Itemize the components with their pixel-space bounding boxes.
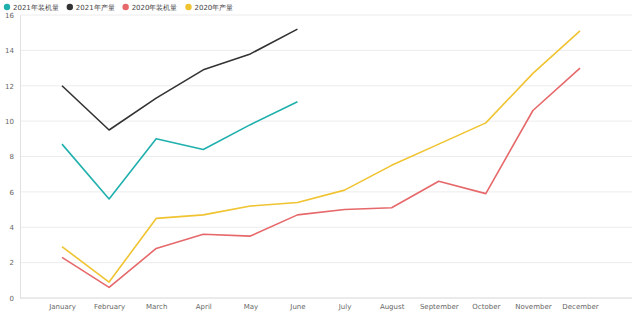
grid-line	[20, 262, 632, 263]
y-tick: 0	[10, 295, 20, 303]
y-tick: 10	[5, 118, 20, 126]
y-axis: 0 2 4 6 8 10 12 14 16	[5, 12, 20, 303]
x-tick: November	[515, 298, 552, 311]
x-tick: January	[48, 298, 76, 311]
x-tick-label: September	[420, 303, 459, 311]
x-tick: September	[420, 298, 459, 311]
grid-line	[20, 121, 632, 122]
x-tick-label: April	[196, 303, 212, 311]
x-tick: June	[289, 298, 305, 311]
legend-marker	[67, 4, 73, 10]
legend-item: 2021年产量	[67, 4, 115, 12]
x-tick: April	[196, 298, 212, 311]
legend-label: 2020年装机量	[132, 4, 178, 12]
y-tick: 4	[10, 224, 20, 232]
x-tick: February	[94, 298, 125, 311]
x-tick-label: October	[472, 303, 500, 311]
grid-line	[20, 298, 632, 299]
y-tick-label: 16	[5, 12, 14, 20]
legend-item: 2020年装机量	[122, 4, 177, 12]
series-line	[62, 102, 297, 199]
x-tick-label: August	[380, 303, 405, 311]
series-line	[62, 68, 580, 287]
x-tick-label: May	[244, 303, 258, 311]
x-axis-line	[20, 298, 632, 299]
grid	[20, 15, 632, 298]
y-tick-label: 10	[5, 118, 14, 126]
x-tick-label: June	[289, 303, 305, 311]
y-tick-label: 2	[10, 259, 14, 267]
y-tick: 8	[10, 153, 20, 161]
x-axis: January February March April May June July Augu…	[20, 298, 632, 311]
series-line	[62, 31, 580, 282]
chart: 0 2 4 6 8 10 12 14 16 January February March April Ma…	[0, 0, 640, 316]
grid-line	[20, 227, 632, 228]
y-tick-label: 6	[10, 189, 15, 197]
grid-line	[20, 156, 632, 157]
x-tick: August	[380, 298, 405, 311]
x-tick: December	[562, 298, 598, 311]
x-tick: March	[146, 298, 167, 311]
x-tick-label: December	[562, 303, 598, 311]
y-tick-label: 12	[5, 82, 14, 90]
grid-line	[20, 50, 632, 51]
y-tick: 12	[5, 82, 20, 90]
y-tick-label: 0	[10, 295, 14, 303]
x-tick-label: July	[338, 303, 352, 311]
legend: 2021年装机量 2021年产量 2020年装机量 2020年产量	[4, 4, 234, 12]
y-tick: 2	[10, 259, 20, 267]
legend-marker	[4, 4, 10, 10]
legend-marker	[185, 4, 191, 10]
grid-line	[20, 15, 632, 16]
y-tick-label: 14	[5, 47, 14, 55]
legend-label: 2020年产量	[194, 4, 233, 12]
x-tick: October	[472, 298, 500, 311]
lines	[62, 29, 580, 287]
legend-marker	[122, 4, 128, 10]
y-tick: 14	[5, 47, 20, 55]
grid-line	[20, 191, 632, 192]
x-tick: July	[338, 298, 352, 311]
series-line	[62, 29, 297, 130]
y-tick-label: 4	[10, 224, 15, 232]
x-tick-label: November	[515, 303, 552, 311]
y-tick: 6	[10, 189, 20, 197]
x-tick-label: January	[48, 303, 76, 311]
legend-label: 2021年装机量	[13, 4, 59, 12]
y-tick-label: 8	[10, 153, 14, 161]
legend-item: 2020年产量	[185, 4, 233, 12]
legend-label: 2021年产量	[76, 4, 115, 12]
x-tick-label: February	[94, 303, 125, 311]
y-tick: 16	[5, 12, 20, 20]
y-axis-line	[20, 16, 21, 299]
x-tick: May	[244, 298, 258, 311]
x-tick-label: March	[146, 303, 167, 311]
grid-line	[20, 85, 632, 86]
legend-item: 2021年装机量	[4, 4, 59, 12]
